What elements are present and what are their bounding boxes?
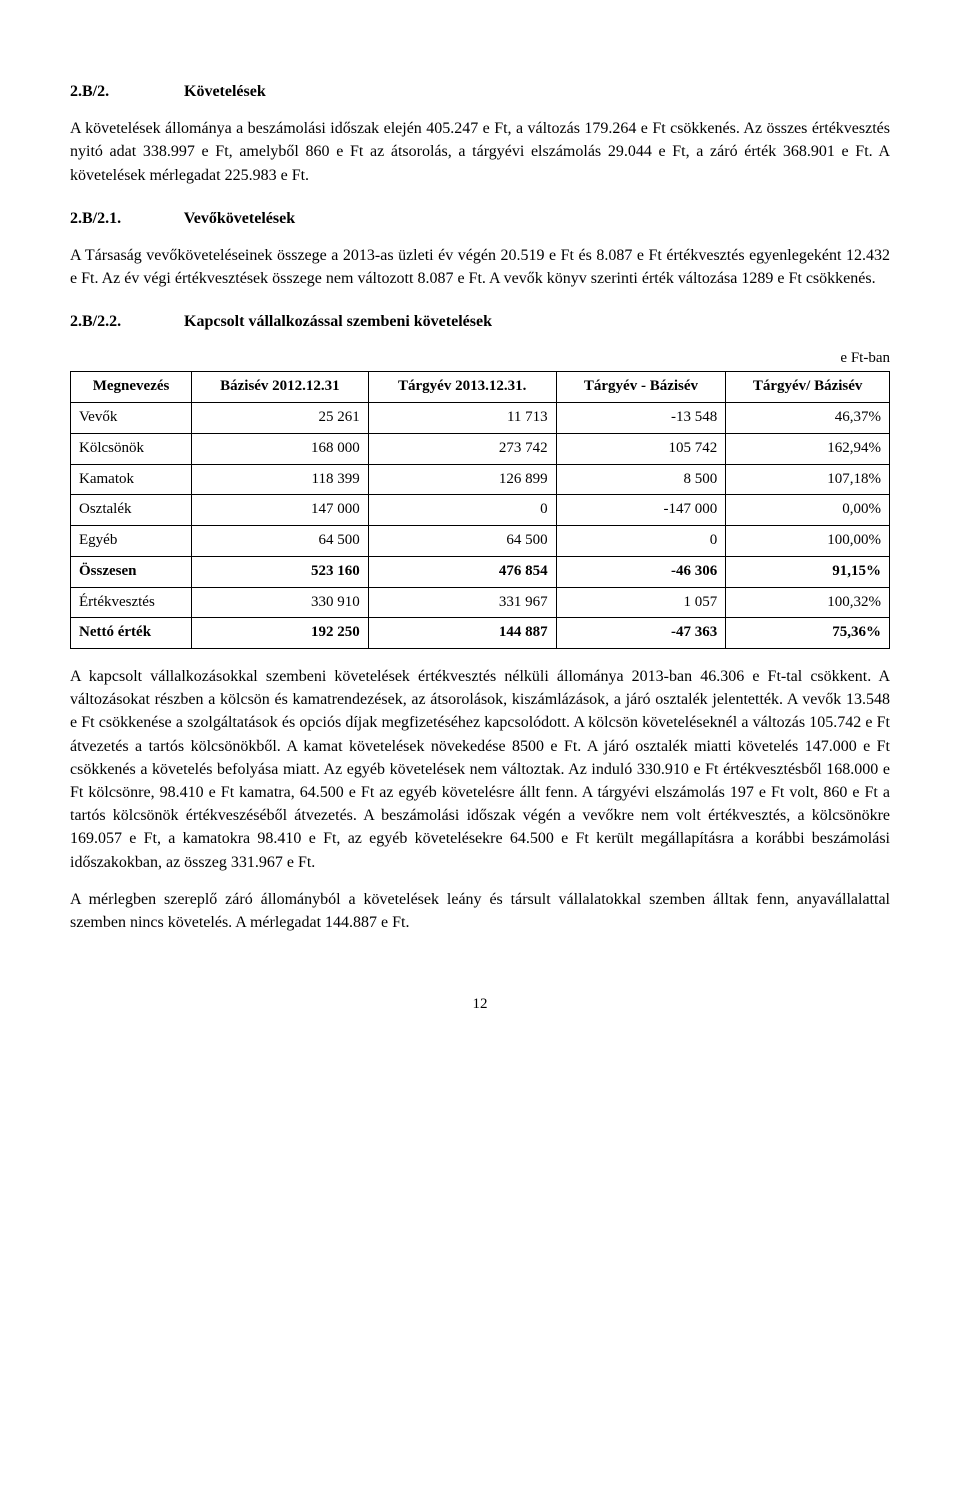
table-row: Kölcsönök168 000273 742105 742162,94% <box>71 433 890 464</box>
row-value: 273 742 <box>368 433 556 464</box>
table-header-row: Megnevezés Bázisév 2012.12.31 Tárgyév 20… <box>71 372 890 403</box>
table-unit-label: e Ft-ban <box>70 348 890 370</box>
row-value: 331 967 <box>368 587 556 618</box>
table-row: Kamatok118 399126 8998 500107,18% <box>71 464 890 495</box>
section-heading-2b2: 2.B/2. Követelések <box>70 80 890 103</box>
table-row: Osztalék147 0000-147 0000,00% <box>71 495 890 526</box>
row-value: 91,15% <box>726 556 890 587</box>
section-num: 2.B/2. <box>70 80 180 103</box>
row-value: -13 548 <box>556 403 726 434</box>
row-label: Értékvesztés <box>71 587 192 618</box>
row-value: -47 363 <box>556 618 726 649</box>
paragraph-2b2: A követelések állománya a beszámolási id… <box>70 117 890 187</box>
row-value: 476 854 <box>368 556 556 587</box>
row-value: -147 000 <box>556 495 726 526</box>
row-value: 75,36% <box>726 618 890 649</box>
paragraph-last: A mérlegben szereplő záró állományból a … <box>70 888 890 934</box>
table-row: Vevők25 26111 713-13 54846,37% <box>71 403 890 434</box>
page-number: 12 <box>70 994 890 1016</box>
col-bazisev: Bázisév 2012.12.31 <box>192 372 369 403</box>
row-value: 0 <box>368 495 556 526</box>
section-title: Kapcsolt vállalkozással szembeni követel… <box>184 313 492 330</box>
section-title: Követelések <box>184 83 266 100</box>
row-value: 523 160 <box>192 556 369 587</box>
row-label: Egyéb <box>71 526 192 557</box>
row-value: 144 887 <box>368 618 556 649</box>
col-megnevezes: Megnevezés <box>71 372 192 403</box>
col-diff: Tárgyév - Bázisév <box>556 372 726 403</box>
col-targyev: Tárgyév 2013.12.31. <box>368 372 556 403</box>
section-num: 2.B/2.1. <box>70 207 180 230</box>
row-value: 1 057 <box>556 587 726 618</box>
row-value: 0,00% <box>726 495 890 526</box>
paragraph-after-table: A kapcsolt vállalkozásokkal szembeni köv… <box>70 665 890 874</box>
row-value: 168 000 <box>192 433 369 464</box>
row-value: 64 500 <box>368 526 556 557</box>
row-value: 192 250 <box>192 618 369 649</box>
table-row: Értékvesztés330 910331 9671 057100,32% <box>71 587 890 618</box>
section-heading-2b22: 2.B/2.2. Kapcsolt vállalkozással szemben… <box>70 310 890 333</box>
row-label: Összesen <box>71 556 192 587</box>
table-row: Összesen523 160476 854-46 30691,15% <box>71 556 890 587</box>
col-ratio: Tárgyév/ Bázisév <box>726 372 890 403</box>
row-value: 8 500 <box>556 464 726 495</box>
table-row: Nettó érték192 250144 887-47 36375,36% <box>71 618 890 649</box>
row-value: 46,37% <box>726 403 890 434</box>
row-value: 107,18% <box>726 464 890 495</box>
row-value: 162,94% <box>726 433 890 464</box>
row-value: 0 <box>556 526 726 557</box>
row-label: Nettó érték <box>71 618 192 649</box>
row-value: 100,32% <box>726 587 890 618</box>
row-value: 11 713 <box>368 403 556 434</box>
row-value: 330 910 <box>192 587 369 618</box>
table-row: Egyéb64 50064 5000100,00% <box>71 526 890 557</box>
row-value: 64 500 <box>192 526 369 557</box>
row-value: -46 306 <box>556 556 726 587</box>
row-value: 100,00% <box>726 526 890 557</box>
section-title: Vevőkövetelések <box>184 210 295 227</box>
row-label: Osztalék <box>71 495 192 526</box>
section-heading-2b21: 2.B/2.1. Vevőkövetelések <box>70 207 890 230</box>
row-value: 118 399 <box>192 464 369 495</box>
row-value: 147 000 <box>192 495 369 526</box>
paragraph-2b21: A Társaság vevőköveteléseinek összege a … <box>70 244 890 290</box>
receivables-table: Megnevezés Bázisév 2012.12.31 Tárgyév 20… <box>70 371 890 649</box>
row-value: 105 742 <box>556 433 726 464</box>
row-value: 126 899 <box>368 464 556 495</box>
row-label: Kölcsönök <box>71 433 192 464</box>
row-label: Kamatok <box>71 464 192 495</box>
row-label: Vevők <box>71 403 192 434</box>
section-num: 2.B/2.2. <box>70 310 180 333</box>
row-value: 25 261 <box>192 403 369 434</box>
